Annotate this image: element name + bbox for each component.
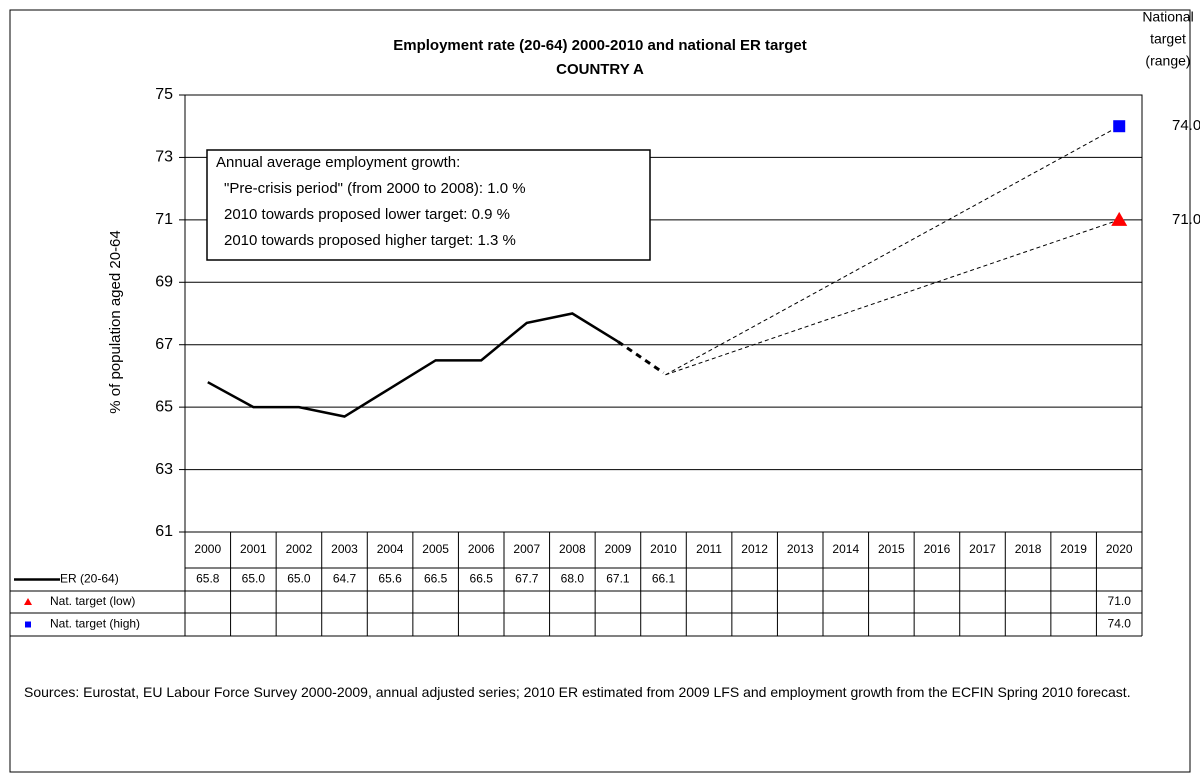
table-value: 67.7: [515, 572, 539, 586]
table-value: 64.7: [333, 572, 357, 586]
table-value: 65.0: [242, 572, 266, 586]
line-estimate: [617, 340, 665, 375]
table-value: 74.0: [1108, 617, 1132, 631]
frame: [9, 9, 1191, 773]
table-value: 66.1: [652, 572, 676, 586]
y-axis-label: % of population aged 20-64: [107, 230, 124, 413]
target-label: National: [1142, 9, 1193, 25]
chart-subtitle: COUNTRY A: [556, 61, 644, 78]
target-path: [665, 219, 1120, 376]
legend-marker: [25, 621, 31, 628]
plot-frame: [184, 94, 1143, 533]
y-tick-label: 69: [155, 274, 173, 291]
x-tick-label: 2008: [559, 542, 586, 556]
x-tick-label: 2002: [286, 542, 313, 556]
x-tick-label: 2009: [605, 542, 632, 556]
x-tick-label: 2015: [878, 542, 905, 556]
x-tick-label: 2006: [468, 542, 495, 556]
x-tick-label: 2003: [331, 542, 358, 556]
legend-marker: [24, 598, 32, 605]
annotation-text: Annual average employment growth:: [216, 154, 460, 171]
x-tick-label: 2020: [1106, 542, 1133, 556]
legend-label: ER (20-64): [60, 572, 119, 586]
x-tick-label: 2010: [650, 542, 677, 556]
target-label: target: [1150, 31, 1186, 47]
y-tick-label: 63: [155, 461, 173, 478]
target-path: [665, 125, 1120, 376]
x-tick-label: 2001: [240, 542, 267, 556]
annotation-text: "Pre-crisis period" (from 2000 to 2008):…: [224, 180, 526, 197]
table-value: 65.6: [378, 572, 402, 586]
y-tick-label: 75: [155, 86, 173, 103]
annotation-text: 2010 towards proposed lower target: 0.9 …: [224, 206, 510, 223]
x-tick-label: 2014: [832, 542, 859, 556]
y-tick-label: 73: [155, 149, 173, 166]
y-tick-label: 71: [155, 211, 173, 228]
annotation-box: [206, 149, 651, 261]
line-series: [207, 312, 619, 418]
table-value: 67.1: [606, 572, 630, 586]
x-tick-label: 2000: [194, 542, 221, 556]
target-label: (range): [1145, 53, 1190, 69]
y-tick-label: 61: [155, 523, 173, 540]
chart-title: Employment rate (20-64) 2000-2010 and na…: [393, 37, 806, 54]
x-tick-label: 2018: [1015, 542, 1042, 556]
x-tick-label: 2007: [513, 542, 540, 556]
x-tick-label: 2004: [377, 542, 404, 556]
target-value-label: 74.0: [1172, 117, 1200, 134]
legend-label: Nat. target (low): [50, 594, 135, 608]
x-tick-label: 2017: [969, 542, 996, 556]
target-marker: [1113, 120, 1126, 133]
x-tick-label: 2016: [924, 542, 951, 556]
x-tick-label: 2013: [787, 542, 814, 556]
legend-label: Nat. target (high): [50, 617, 140, 631]
target-marker: [1111, 211, 1128, 226]
y-tick-label: 65: [155, 398, 173, 415]
table-value: 66.5: [470, 572, 494, 586]
table-value: 65.0: [287, 572, 311, 586]
y-tick-label: 67: [155, 336, 173, 353]
table-value: 66.5: [424, 572, 448, 586]
x-tick-label: 2011: [696, 542, 722, 556]
target-value-label: 71.0: [1172, 211, 1200, 228]
x-tick-label: 2012: [741, 542, 768, 556]
annotation-text: 2010 towards proposed higher target: 1.3…: [224, 232, 516, 249]
x-tick-label: 2005: [422, 542, 449, 556]
source-note: Sources: Eurostat, EU Labour Force Surve…: [24, 684, 1131, 700]
table-value: 68.0: [561, 572, 585, 586]
table-value: 65.8: [196, 572, 220, 586]
x-tick-label: 2019: [1060, 542, 1087, 556]
table-value: 71.0: [1108, 594, 1132, 608]
